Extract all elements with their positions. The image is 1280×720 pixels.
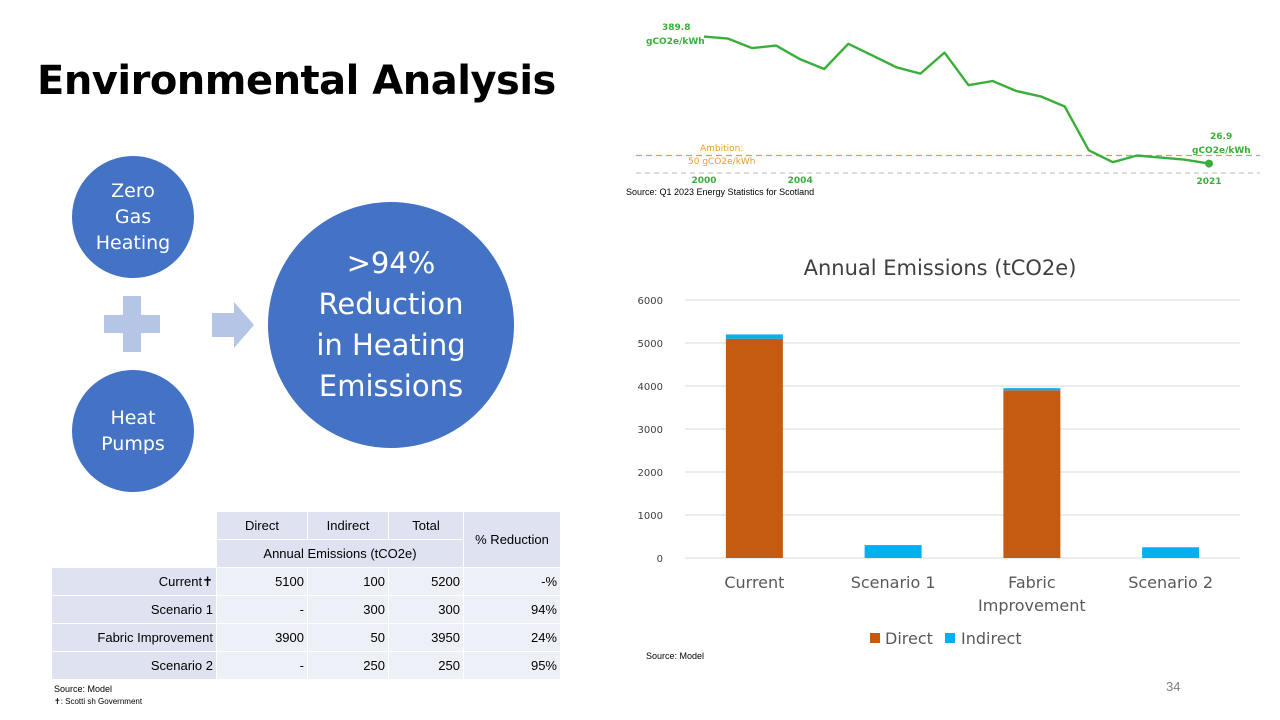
annual-emissions-bar-chart: Annual Emissions (tCO2e) 0 1000 2000 3000 40… [638, 256, 1240, 648]
y-tick-label: 0 [657, 554, 663, 565]
end-point-marker [1205, 159, 1213, 168]
x-category-label: Current [724, 573, 784, 592]
y-tick-label: 3000 [638, 425, 663, 436]
table-corner [51, 539, 217, 568]
table-row: Current✝ 5100 100 5200 -% [51, 567, 561, 596]
cell-direct: 5100 [216, 567, 308, 596]
table-footnote: ✝: Scotti sh Government [54, 697, 143, 706]
cell-indirect: 100 [307, 567, 389, 596]
x-category-label: Scenario 1 [851, 573, 936, 592]
cell-total: 3950 [388, 623, 464, 652]
x-tick-label: 2021 [1196, 177, 1221, 187]
row-label: Current✝ [51, 567, 217, 596]
bar-indirect [725, 334, 783, 339]
x-category-label: Scenario 2 [1128, 573, 1213, 592]
bar-chart-source: Source: Model [646, 651, 705, 661]
cell-indirect: 250 [307, 651, 389, 680]
legend-label-direct: Direct [885, 629, 933, 648]
bar-indirect [1003, 388, 1061, 391]
start-value-label: 389.8 [662, 23, 690, 33]
cell-total: 300 [388, 595, 464, 624]
emissions-table: Direct Indirect Total % Reduction Annual… [51, 511, 561, 680]
end-value-label: 26.9 [1210, 132, 1232, 142]
x-category-label: Fabric [1008, 573, 1056, 592]
table-source: Source: Model [54, 684, 113, 694]
ambition-label: Ambition: [700, 144, 743, 154]
cell-reduction: 94% [463, 595, 561, 624]
y-tick-label: 2000 [638, 468, 663, 479]
y-tick-label: 4000 [638, 382, 663, 393]
reduction-result-circle: >94% Reduction in Heating Emissions [268, 202, 514, 448]
cell-total: 250 [388, 651, 464, 680]
page-number: 34 [1166, 679, 1181, 694]
ambition-value-label: 50 gCO2e/kWh [688, 157, 756, 167]
cell-indirect: 300 [307, 595, 389, 624]
cell-total: 5200 [388, 567, 464, 596]
intensity-line-chart: 389.8 gCO2e/kWh 26.9 gCO2e/kWh Ambition:… [636, 23, 1260, 187]
row-label: Scenario 1 [51, 595, 217, 624]
line-chart-source: Source: Q1 2023 Energy Statistics for Sc… [626, 187, 815, 197]
plus-icon [104, 296, 160, 352]
header-annual-emissions: Annual Emissions (tCO2e) [216, 539, 464, 568]
table-row: Scenario 1 - 300 300 94% [51, 595, 561, 624]
cell-indirect: 50 [307, 623, 389, 652]
x-tick-label: 2004 [788, 176, 813, 186]
cell-reduction: -% [463, 567, 561, 596]
bar-indirect [1142, 547, 1200, 558]
y-tick-label: 1000 [638, 511, 663, 522]
start-unit-label: gCO2e/kWh [646, 37, 705, 47]
y-tick-label: 5000 [638, 339, 663, 350]
table-row: Fabric Improvement 3900 50 3950 24% [51, 623, 561, 652]
cell-reduction: 24% [463, 623, 561, 652]
arrow-right-icon [212, 302, 254, 348]
bar-indirect [864, 545, 922, 558]
header-total: Total [388, 511, 464, 540]
y-tick-label: 6000 [638, 296, 663, 307]
bar-chart-title: Annual Emissions (tCO2e) [804, 256, 1077, 280]
cell-reduction: 95% [463, 651, 561, 680]
cell-direct: - [216, 651, 308, 680]
end-unit-label: gCO2e/kWh [1192, 146, 1251, 156]
reduction-result-label: >94% Reduction in Heating Emissions [316, 246, 466, 403]
table-row: Scenario 2 - 250 250 95% [51, 651, 561, 680]
x-tick-label: 2000 [691, 176, 716, 186]
heat-pumps-label: Heat Pumps [101, 407, 165, 455]
header-direct: Direct [216, 511, 308, 540]
legend-swatch-direct [870, 633, 880, 643]
zero-gas-heating-circle: Zero Gas Heating [72, 156, 194, 278]
legend-label-indirect: Indirect [961, 629, 1022, 648]
x-category-label: Improvement [978, 596, 1086, 615]
bar-chart-legend: Direct Indirect [870, 629, 1022, 648]
bar-direct [1003, 390, 1061, 558]
cell-direct: - [216, 595, 308, 624]
zero-gas-heating-label: Zero Gas Heating [95, 180, 171, 254]
intensity-series-line [703, 35, 1210, 165]
row-label: Fabric Improvement [51, 623, 217, 652]
cell-direct: 3900 [216, 623, 308, 652]
slide-title: Environmental Analysis [37, 58, 556, 104]
legend-swatch-indirect [945, 633, 955, 643]
header-reduction: % Reduction [463, 511, 561, 568]
header-indirect: Indirect [307, 511, 389, 540]
heat-pumps-circle: Heat Pumps [72, 370, 194, 492]
row-label: Scenario 2 [51, 651, 217, 680]
table-corner [51, 511, 217, 540]
bar-direct [725, 338, 783, 558]
